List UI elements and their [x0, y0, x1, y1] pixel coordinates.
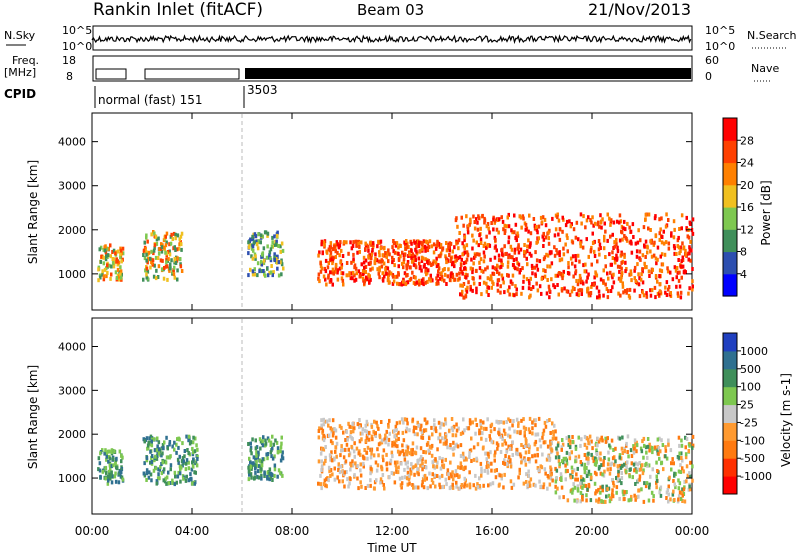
power-y-axis: 1000 2000 3000 4000	[58, 136, 692, 281]
radar-title: Rankin Inlet (fitACF)	[93, 0, 263, 20]
time-x-axis: 00:00 04:00 08:00 12:00 16:00 20:00 00:00	[75, 113, 710, 538]
colorbar-tick-label: -1000	[740, 470, 772, 483]
date-label: 21/Nov/2013	[588, 0, 691, 19]
y-tick-label: 1000	[58, 268, 86, 281]
colorbar-swatch	[723, 251, 737, 275]
scatter-region	[247, 434, 285, 482]
nave-label: Nave	[751, 62, 779, 75]
colorbar-swatch	[723, 140, 737, 164]
nave-tick-top: 60	[705, 54, 719, 67]
power-colorbar-label: Power [dB]	[759, 180, 773, 245]
nsearch-tick-top: 10^5	[705, 24, 735, 37]
nsky-trace	[91, 34, 692, 45]
colorbar-swatch	[723, 476, 737, 495]
freq-label: Freq.	[12, 54, 39, 67]
scatter-region	[97, 448, 125, 486]
colorbar-tick-label: 8	[740, 246, 747, 259]
freq-tick-top: 18	[62, 54, 76, 67]
velocity-colorbar: 1000 500 100 25 -25 -100 -500 -1000	[722, 332, 772, 495]
colorbar-swatch	[723, 333, 737, 352]
freq-panel-frame	[92, 55, 693, 82]
colorbar-tick-label: -100	[740, 434, 765, 447]
x-tick-label: 12:00	[375, 524, 410, 538]
scatter-region	[142, 434, 199, 487]
y-tick-label: 1000	[58, 472, 86, 485]
colorbar-swatch	[723, 184, 737, 208]
power-scatter	[97, 212, 695, 300]
scatter-region	[142, 230, 184, 282]
colorbar-tick-label: 25	[740, 399, 754, 412]
colorbar-tick-label: 20	[740, 179, 754, 192]
freq-unit: [MHz]	[4, 66, 36, 79]
colorbar-tick-label: -500	[740, 452, 765, 465]
x-tick-label: 08:00	[275, 524, 310, 538]
scatter-region	[97, 243, 125, 283]
scatter-region	[317, 239, 457, 287]
beam-label: Beam 03	[357, 1, 424, 19]
colorbar-swatch	[723, 404, 737, 423]
y-tick-label: 2000	[58, 224, 86, 237]
colorbar-tick-label: 4	[740, 268, 747, 281]
nsearch-tick-bottom: 10^0	[705, 40, 735, 53]
freq-tick-bottom: 8	[66, 70, 73, 83]
nsky-label: N.Sky	[4, 29, 36, 42]
y-tick-label: 4000	[58, 136, 86, 149]
colorbar-swatch	[723, 229, 737, 253]
cpid-label: CPID	[4, 87, 36, 101]
velocity-y-label: Slant Range [km]	[26, 365, 40, 469]
colorbar-tick-label: -25	[740, 416, 758, 429]
y-tick-label: 3000	[58, 384, 86, 397]
freq-trace	[95, 68, 691, 80]
x-tick-label: 00:00	[675, 524, 710, 538]
velocity-panel-frame	[91, 317, 693, 515]
nsky-tick-top: 10^5	[62, 24, 92, 37]
colorbar-tick-label: 24	[740, 157, 754, 170]
x-tick-label: 00:00	[75, 524, 110, 538]
scatter-region	[317, 416, 557, 491]
velocity-colorbar-label: Velocity [m s-1]	[779, 373, 793, 467]
nsky-tick-bottom: 10^0	[62, 40, 92, 53]
colorbar-swatch	[723, 368, 737, 388]
x-tick-label: 04:00	[175, 524, 210, 538]
colorbar-swatch	[723, 162, 737, 186]
colorbar-tick-label: 16	[740, 201, 754, 214]
nave-tick-bottom: 0	[705, 70, 712, 83]
power-colorbar: 4 8 12 16 20 24 28	[722, 117, 754, 297]
scatter-region	[454, 212, 695, 300]
colorbar-swatch	[723, 207, 737, 230]
colorbar-swatch	[723, 458, 737, 477]
x-tick-label: 20:00	[575, 524, 610, 538]
velocity-y-axis: 1000 2000 3000 4000	[58, 341, 692, 485]
x-axis-label: Time UT	[366, 541, 417, 554]
power-y-label: Slant Range [km]	[26, 160, 40, 264]
colorbar-swatch	[723, 350, 737, 370]
velocity-scatter	[97, 416, 695, 504]
colorbar-tick-label: 28	[740, 134, 754, 147]
cpid-segment-2: 3503	[247, 83, 278, 97]
x-tick-label: 16:00	[475, 524, 510, 538]
colorbar-swatch	[723, 273, 737, 297]
colorbar-tick-label: 1000	[740, 345, 768, 358]
nsearch-label: N.Search	[747, 29, 797, 42]
y-tick-label: 3000	[58, 180, 86, 193]
y-tick-label: 2000	[58, 428, 86, 441]
cpid-segment-1: normal (fast) 151	[98, 93, 202, 107]
colorbar-swatch	[723, 118, 737, 141]
colorbar-swatch	[723, 386, 737, 406]
colorbar-tick-label: 12	[740, 223, 754, 236]
colorbar-swatch	[723, 422, 737, 441]
y-tick-label: 4000	[58, 341, 86, 354]
scatter-region	[554, 434, 695, 504]
colorbar-swatch	[723, 440, 737, 459]
scatter-region	[247, 230, 285, 278]
colorbar-tick-label: 500	[740, 363, 761, 376]
colorbar-tick-label: 100	[740, 381, 761, 394]
